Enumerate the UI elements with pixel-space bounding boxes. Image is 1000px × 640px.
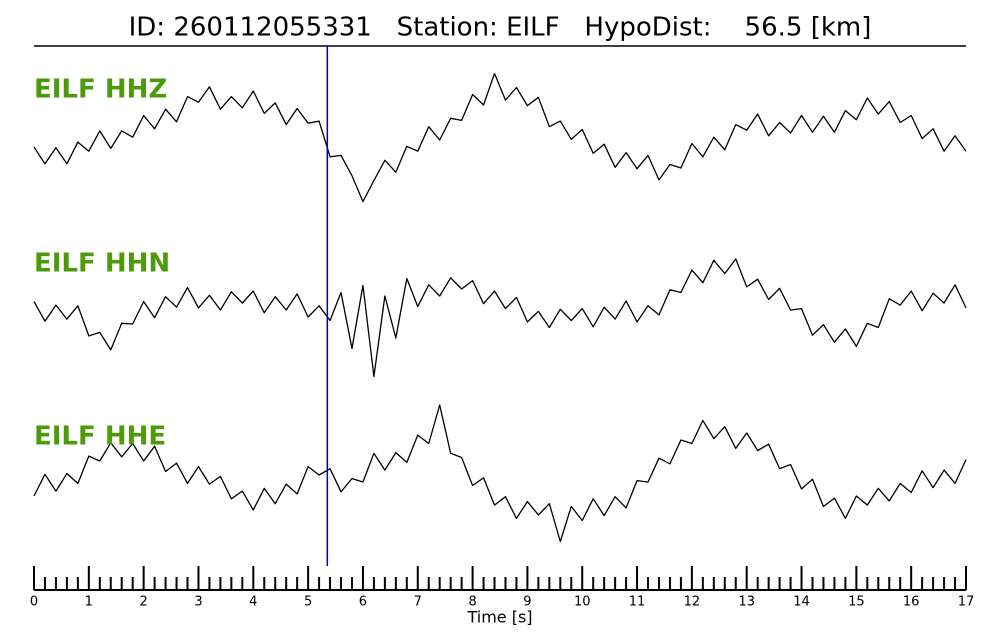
x-tick-label: 2 <box>140 595 148 610</box>
x-tick-label: 9 <box>523 595 531 610</box>
trace-label: EILF HHN <box>34 249 170 279</box>
x-tick-label: 8 <box>468 595 476 610</box>
x-tick-label: 5 <box>304 595 312 610</box>
trace <box>33 72 967 203</box>
chart-title: ID: 260112055331 Station: EILF HypoDist:… <box>129 13 872 43</box>
x-axis-label: Time [s] <box>466 608 532 627</box>
x-tick-label: 16 <box>903 595 920 610</box>
x-tick-label: 0 <box>30 595 38 610</box>
trace-label: EILF HHE <box>34 422 166 452</box>
x-tick-label: 14 <box>793 595 810 610</box>
x-tick-label: 4 <box>249 595 257 610</box>
x-tick-label: 17 <box>958 595 975 610</box>
trace <box>33 258 967 378</box>
x-tick-label: 3 <box>194 595 202 610</box>
x-tick-label: 7 <box>414 595 422 610</box>
x-tick-label: 6 <box>359 595 367 610</box>
trace <box>33 404 967 543</box>
x-tick-label: 10 <box>574 595 591 610</box>
x-tick-label: 1 <box>85 595 93 610</box>
x-tick-label: 12 <box>684 595 701 610</box>
x-tick-label: 11 <box>629 595 646 610</box>
x-tick-label: 13 <box>738 595 755 610</box>
trace-label: EILF HHZ <box>34 75 167 105</box>
x-tick-label: 15 <box>848 595 865 610</box>
